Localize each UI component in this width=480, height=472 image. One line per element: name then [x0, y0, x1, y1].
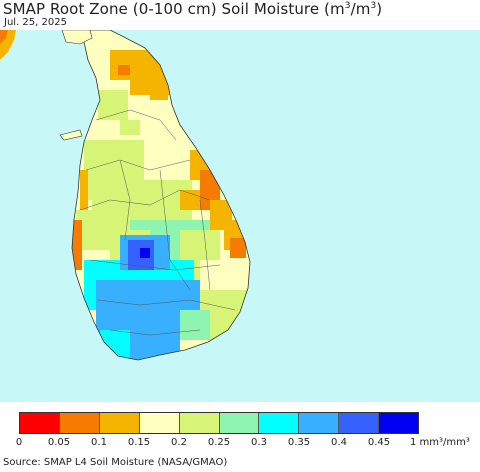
colorbar-swatch — [219, 413, 260, 433]
colorbar-swatch — [379, 413, 419, 433]
colorbar-swatch — [139, 413, 180, 433]
colorbar-swatch — [20, 413, 60, 433]
colorbar-tick-label: 0 — [15, 437, 23, 448]
colorbar-swatch — [59, 413, 100, 433]
colorbar-tick-label: 0.35 — [287, 437, 311, 448]
moisture-field — [72, 30, 250, 360]
soil-moisture-map — [0, 30, 251, 361]
jaffna-peninsula — [61, 30, 93, 45]
district-boundaries — [79, 109, 236, 336]
colorbar-ticks: 0 0.05 0.1 0.15 0.2 0.25 0.3 0.35 0.4 0.45 1 mm³/m… — [0, 437, 480, 451]
colorbar-swatch — [259, 413, 300, 433]
colorbar-tick-label: 0.25 — [207, 437, 231, 448]
colorbar-swatch — [339, 413, 380, 433]
colorbar — [19, 412, 419, 434]
colorbar-tick-label: 0.45 — [367, 437, 391, 448]
source-credit: Source: SMAP L4 Soil Moisture (NASA/GMAO… — [3, 457, 228, 468]
coastline — [71, 30, 251, 361]
colorbar-tick-label: 0.4 — [331, 437, 347, 448]
india-coast-red — [0, 30, 8, 44]
map-date: Jul. 25, 2025 — [4, 17, 67, 28]
colorbar-tick-label: 0.2 — [171, 437, 187, 448]
colorbar-swatch — [99, 413, 140, 433]
map-title: SMAP Root Zone (0-100 cm) Soil Moisture … — [3, 0, 383, 18]
colorbar-tick-label: 0.05 — [47, 437, 71, 448]
colorbar-tick-label: 0.3 — [251, 437, 267, 448]
colorbar-swatch — [179, 413, 220, 433]
colorbar-tick-label: 0.1 — [91, 437, 107, 448]
map-panel — [0, 30, 480, 402]
colorbar-tick-label: 0.15 — [127, 437, 151, 448]
colorbar-swatch — [299, 413, 340, 433]
colorbar-unit-label: 1 mm³/mm³ — [410, 437, 470, 448]
mannar-island — [59, 129, 83, 141]
